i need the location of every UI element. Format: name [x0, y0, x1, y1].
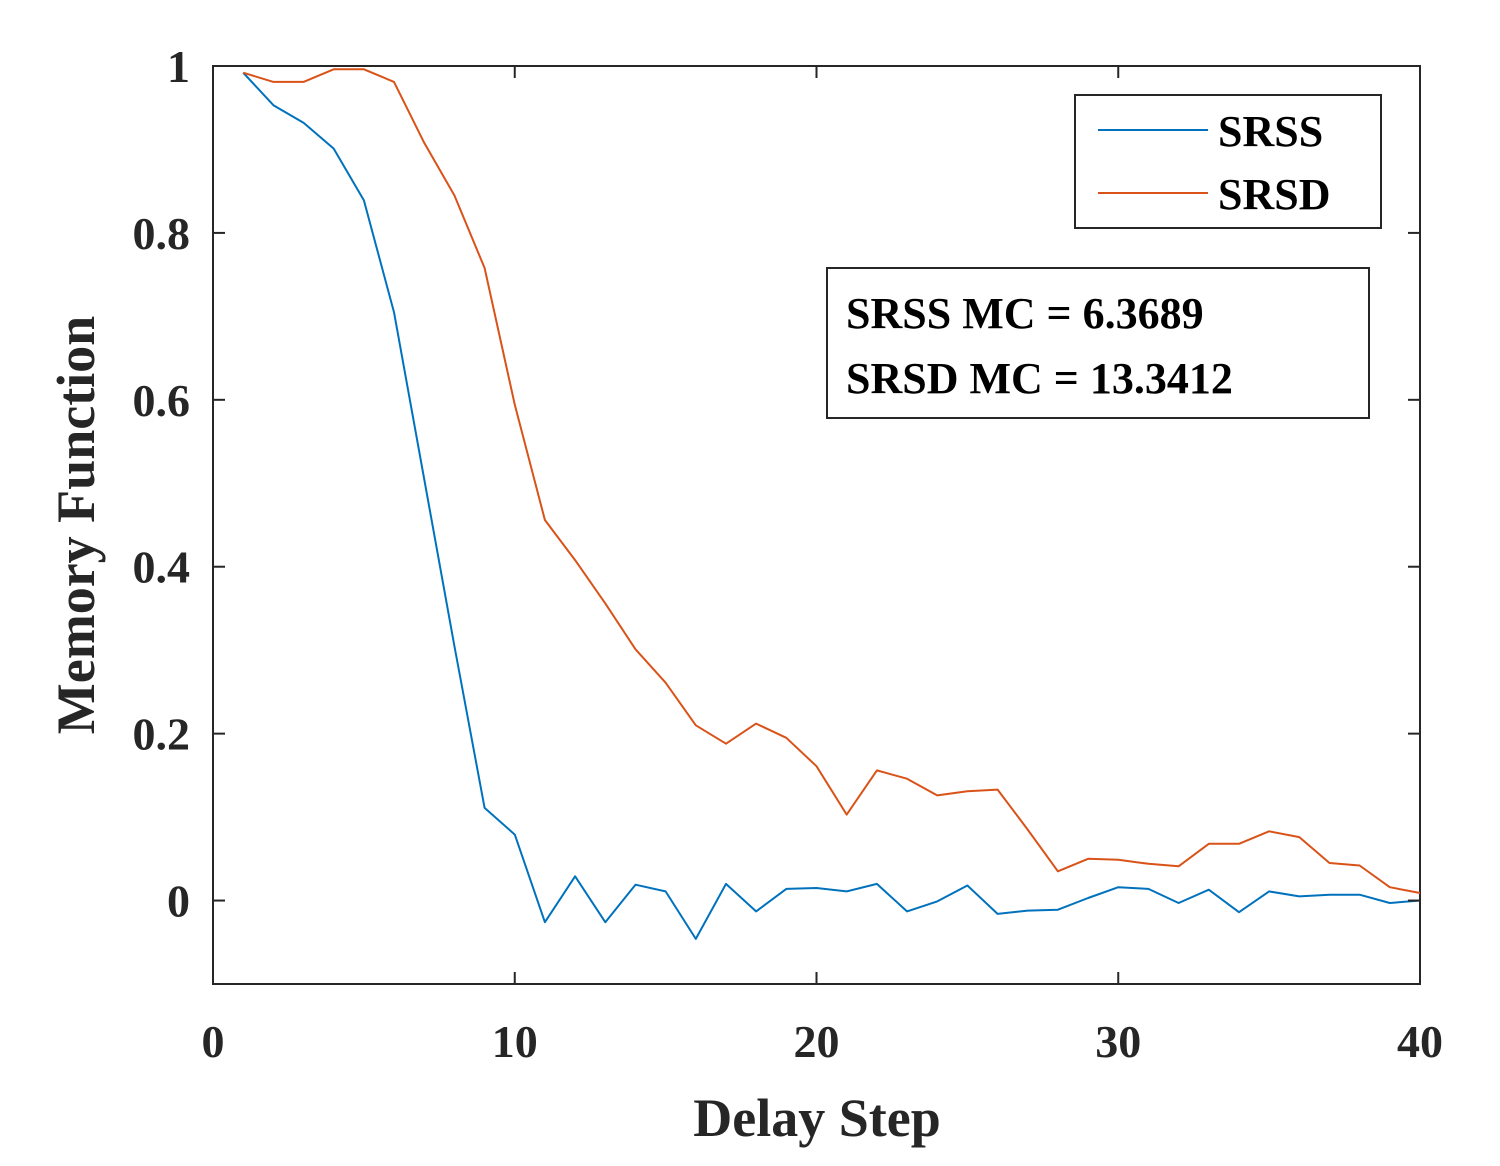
labels-layer: 0 10 20 30 40 0 0.2 0.4 0.6 0.8 1	[133, 41, 1444, 1067]
x-tick-label: 0	[202, 1016, 225, 1067]
legend-box	[1074, 94, 1382, 229]
x-tick-label: 20	[794, 1016, 840, 1067]
y-tick-label: 1	[167, 41, 190, 92]
y-tick-label: 0.8	[133, 208, 191, 259]
ticks-layer	[212, 65, 1421, 984]
annotation-frame	[826, 267, 1370, 419]
legend-label-srss: SRSS	[1218, 107, 1323, 156]
annotation-line-srsd: SRSD MC = 13.3412	[846, 354, 1233, 403]
series-line-srss	[242, 72, 1421, 940]
legend: SRSS SRSD	[1074, 94, 1382, 229]
y-tick-label: 0.4	[133, 542, 191, 593]
annotation-box: SRSS MC = 6.3689 SRSD MC = 13.3412	[826, 267, 1370, 419]
annotation-line-srss: SRSS MC = 6.3689	[846, 289, 1204, 338]
x-tick-label: 10	[492, 1016, 538, 1067]
x-tick-label: 40	[1397, 1016, 1443, 1067]
y-tick-label: 0.2	[133, 709, 191, 760]
x-axis-label: Delay Step	[693, 1088, 940, 1148]
x-tick-label: 30	[1095, 1016, 1141, 1067]
y-tick-label: 0	[167, 876, 190, 927]
series-line-srsd	[242, 68, 1421, 894]
y-tick-label: 0.6	[133, 375, 191, 426]
legend-label-srsd: SRSD	[1218, 170, 1331, 219]
series-layer	[242, 68, 1421, 940]
y-axis-label: Memory Function	[46, 316, 106, 734]
